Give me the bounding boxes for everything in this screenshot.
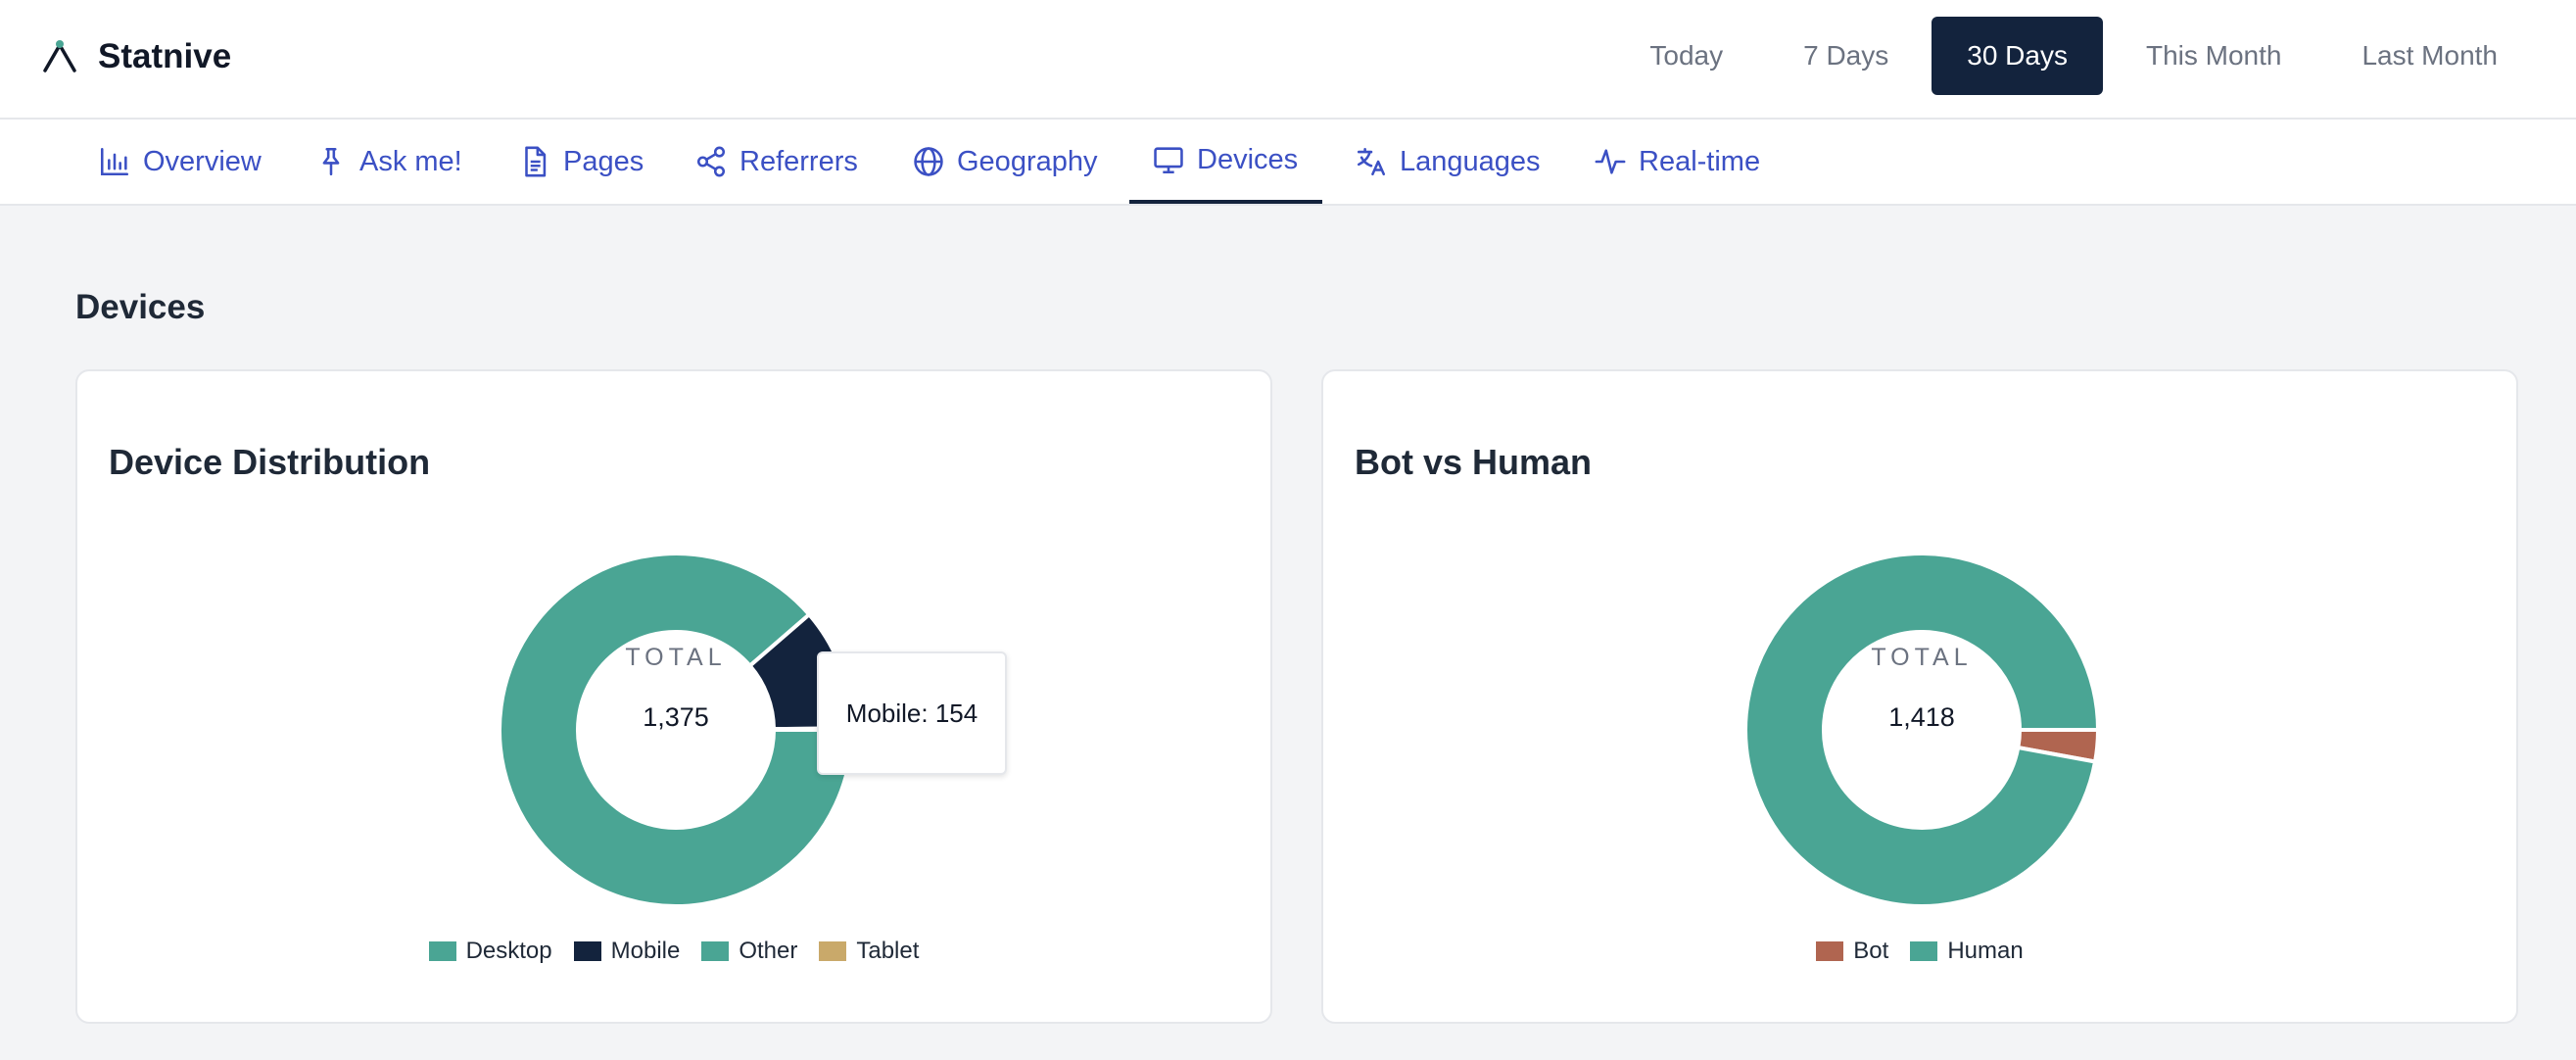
- legend-swatch: [819, 941, 847, 961]
- legend-item-mobile[interactable]: Mobile: [573, 938, 681, 965]
- device-donut-chart[interactable]: [500, 554, 852, 906]
- share-icon: [696, 146, 726, 177]
- legend-item-human[interactable]: Human: [1910, 938, 2024, 965]
- page-title: Devices: [75, 288, 206, 326]
- tab-label: Ask me!: [359, 145, 462, 177]
- device-distribution-card: Device Distribution TOTAL 1,375 Mobile: …: [75, 369, 1272, 1024]
- legend-label: Bot: [1853, 938, 1889, 964]
- legend-item-desktop[interactable]: Desktop: [428, 938, 552, 965]
- nav-tabs: Overview Ask me! Pages Referrers Geograp…: [0, 120, 2576, 206]
- tab-geography[interactable]: Geography: [912, 120, 1098, 204]
- tab-label: Referrers: [739, 145, 858, 177]
- translate-icon: [1357, 147, 1386, 176]
- tab-label: Pages: [563, 145, 644, 177]
- brand[interactable]: Statnive: [41, 29, 231, 84]
- legend-swatch: [573, 941, 601, 961]
- bot-vs-human-card: Bot vs Human TOTAL 1,418 Bot Human: [1321, 369, 2518, 1024]
- range-30-days[interactable]: 30 Days: [1932, 17, 2103, 95]
- document-icon: [525, 146, 547, 177]
- tab-languages[interactable]: Languages: [1355, 120, 1541, 204]
- date-range-selector: Today 7 Days 30 Days This Month Last Mon…: [1606, 17, 2535, 95]
- chart-tooltip: Mobile: 154: [817, 651, 1007, 775]
- range-today[interactable]: Today: [1649, 40, 1724, 71]
- slice-human[interactable]: [1745, 554, 2098, 906]
- card-title: Device Distribution: [109, 442, 431, 482]
- tab-overview[interactable]: Overview: [98, 120, 262, 204]
- activity-icon: [1595, 149, 1626, 174]
- tab-label: Overview: [143, 145, 262, 177]
- tab-devices[interactable]: Devices: [1129, 120, 1322, 204]
- tab-referrers[interactable]: Referrers: [694, 120, 858, 204]
- range-last-month[interactable]: Last Month: [2361, 40, 2498, 71]
- legend-swatch: [701, 941, 730, 961]
- tab-real-time[interactable]: Real-time: [1594, 120, 1760, 204]
- legend-swatch: [1816, 941, 1844, 961]
- slice-desktop[interactable]: [500, 554, 852, 906]
- chart-legend: Desktop Mobile Other Tablet: [77, 938, 1270, 965]
- monitor-icon: [1154, 147, 1183, 174]
- legend-label: Desktop: [465, 938, 552, 964]
- chart-legend: Bot Human: [1323, 938, 2516, 965]
- legend-label: Mobile: [610, 938, 681, 964]
- top-bar: Statnive Today 7 Days 30 Days This Month…: [0, 0, 2576, 120]
- bar-chart-icon: [100, 147, 129, 176]
- globe-icon: [914, 147, 943, 176]
- tab-label: Devices: [1197, 143, 1299, 175]
- app-name: Statnive: [98, 37, 232, 75]
- legend-item-bot[interactable]: Bot: [1816, 938, 1888, 965]
- legend-label: Tablet: [856, 938, 920, 964]
- range-this-month[interactable]: This Month: [2145, 40, 2282, 71]
- tab-label: Geography: [957, 145, 1098, 177]
- legend-swatch: [428, 941, 456, 961]
- card-title: Bot vs Human: [1355, 442, 1593, 482]
- tab-ask-me[interactable]: Ask me!: [314, 120, 462, 204]
- logo-icon: [43, 40, 76, 72]
- legend-label: Other: [739, 938, 798, 964]
- legend-label: Human: [1947, 938, 2024, 964]
- legend-swatch: [1910, 941, 1938, 961]
- pin-icon: [322, 147, 340, 176]
- legend-item-other[interactable]: Other: [701, 938, 797, 965]
- tab-label: Real-time: [1639, 145, 1761, 177]
- range-7-days[interactable]: 7 Days: [1803, 40, 1889, 71]
- tab-label: Languages: [1400, 145, 1541, 177]
- bot-human-donut-chart[interactable]: [1745, 554, 2098, 906]
- legend-item-tablet[interactable]: Tablet: [819, 938, 919, 965]
- tab-pages[interactable]: Pages: [518, 120, 644, 204]
